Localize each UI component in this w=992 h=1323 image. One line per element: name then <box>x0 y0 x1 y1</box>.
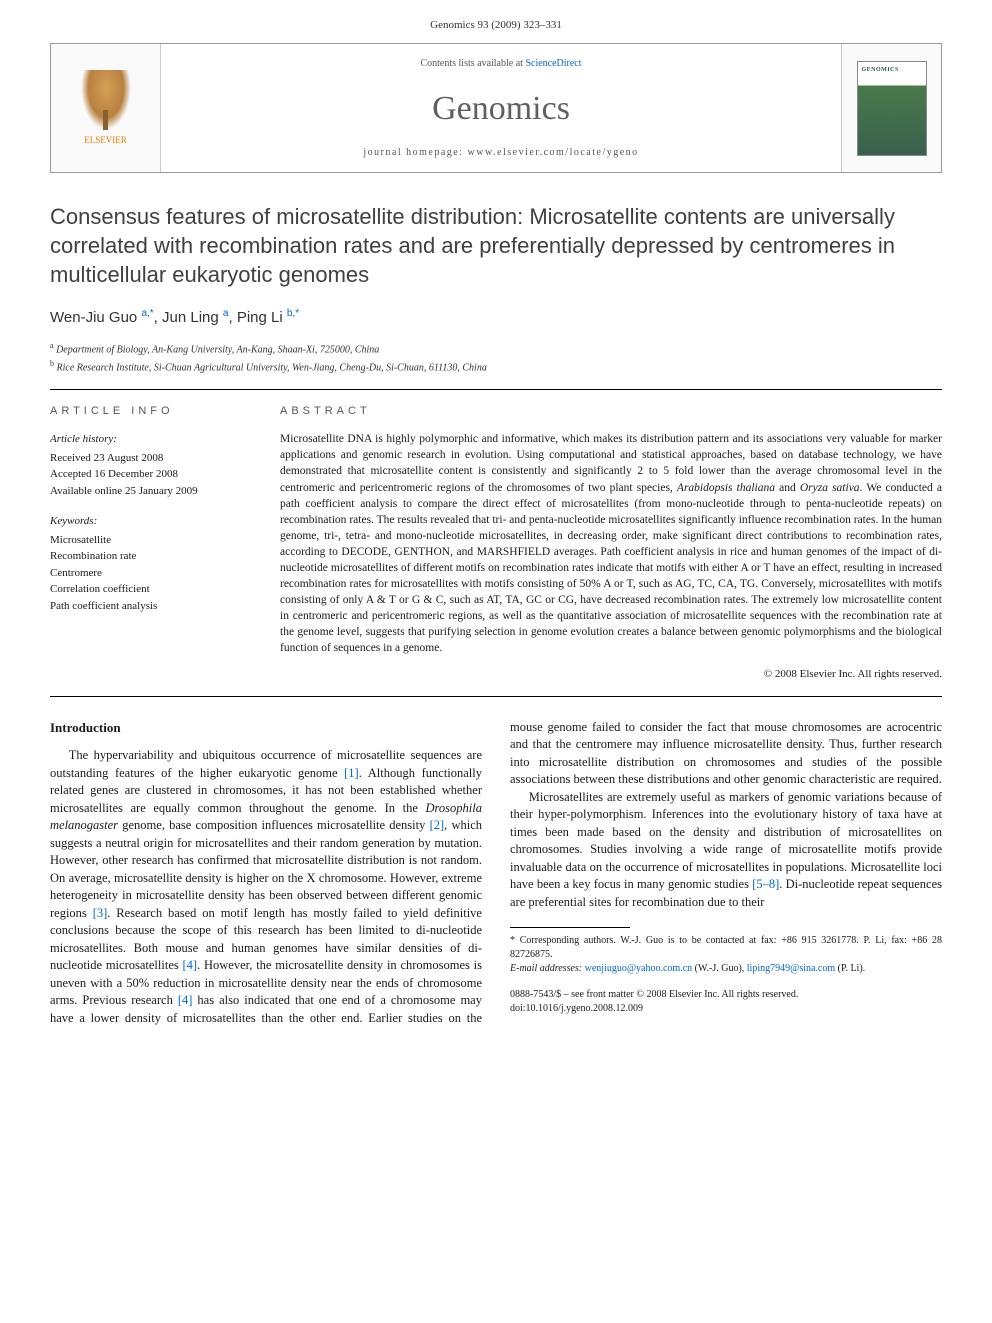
abstract-copyright: © 2008 Elsevier Inc. All rights reserved… <box>280 667 942 682</box>
sciencedirect-link[interactable]: ScienceDirect <box>525 58 581 69</box>
keywords-heading: Keywords: <box>50 513 250 530</box>
banner-center: Contents lists available at ScienceDirec… <box>161 44 841 172</box>
journal-banner: ELSEVIER Contents lists available at Sci… <box>50 43 942 173</box>
keyword: Centromere <box>50 565 250 582</box>
journal-name: Genomics <box>432 85 570 133</box>
email-line: E-mail addresses: wenjiuguo@yahoo.com.cn… <box>510 962 942 976</box>
article-info-column: ARTICLE INFO Article history: Received 2… <box>50 404 250 682</box>
author-3: Ping Li b,* <box>237 309 299 326</box>
homepage-line: journal homepage: www.elsevier.com/locat… <box>363 146 638 160</box>
affiliation-b: b Rice Research Institute, Si-Chuan Agri… <box>50 358 942 375</box>
abstract-text: Microsatellite DNA is highly polymorphic… <box>280 431 942 656</box>
homepage-label: journal homepage: <box>363 147 467 158</box>
abstract-label: ABSTRACT <box>280 404 942 419</box>
journal-cover-icon <box>857 61 927 156</box>
homepage-url: www.elsevier.com/locate/ygeno <box>468 147 639 158</box>
history-accepted: Accepted 16 December 2008 <box>50 466 250 483</box>
keyword: Path coefficient analysis <box>50 598 250 615</box>
ref-link-1[interactable]: [1] <box>344 766 359 780</box>
article-info-label: ARTICLE INFO <box>50 404 250 419</box>
ref-link-4b[interactable]: [4] <box>178 993 193 1007</box>
intro-para-2: Microsatellites are extremely useful as … <box>510 789 942 912</box>
author-1: Wen-Jiu Guo a,* <box>50 309 154 326</box>
availability-prefix: Contents lists available at <box>420 58 525 69</box>
article-title: Consensus features of microsatellite dis… <box>50 203 942 289</box>
keyword: Recombination rate <box>50 548 250 565</box>
front-matter-line: 0888-7543/$ – see front matter © 2008 El… <box>510 988 942 1002</box>
email-link-2[interactable]: liping7949@sina.com <box>747 963 835 974</box>
history-heading: Article history: <box>50 431 250 448</box>
ref-link-4[interactable]: [4] <box>183 958 198 972</box>
cover-thumb-box <box>841 44 941 172</box>
ref-link-3[interactable]: [3] <box>93 906 108 920</box>
ref-link-2[interactable]: [2] <box>430 818 445 832</box>
bottom-meta: 0888-7543/$ – see front matter © 2008 El… <box>510 988 942 1016</box>
running-header: Genomics 93 (2009) 323–331 <box>0 0 992 43</box>
intro-heading: Introduction <box>50 719 482 737</box>
email-link-1[interactable]: wenjiuguo@yahoo.com.cn <box>585 963 693 974</box>
affiliation-a: a Department of Biology, An-Kang Univers… <box>50 340 942 357</box>
history-received: Received 23 August 2008 <box>50 450 250 467</box>
footnote-separator <box>510 927 630 928</box>
history-online: Available online 25 January 2009 <box>50 483 250 500</box>
elsevier-logo: ELSEVIER <box>81 70 131 147</box>
corresponding-authors: * Corresponding authors. W.-J. Guo is to… <box>510 934 942 962</box>
article-history: Article history: Received 23 August 2008… <box>50 431 250 499</box>
abstract-column: ABSTRACT Microsatellite DNA is highly po… <box>280 404 942 682</box>
keyword: Microsatellite <box>50 532 250 549</box>
body-columns: Introduction The hypervariability and ub… <box>50 719 942 1027</box>
elsevier-tree-icon <box>81 70 131 130</box>
divider-top <box>50 389 942 390</box>
publisher-name: ELSEVIER <box>84 134 127 147</box>
doi-line: doi:10.1016/j.ygeno.2008.12.009 <box>510 1002 942 1016</box>
keywords-block: Keywords: Microsatellite Recombination r… <box>50 513 250 614</box>
publisher-logo-box: ELSEVIER <box>51 44 161 172</box>
divider-bottom <box>50 696 942 697</box>
ref-link-5-8[interactable]: [5–8] <box>752 877 779 891</box>
authors-line: Wen-Jiu Guo a,*, Jun Ling a, Ping Li b,* <box>50 307 942 328</box>
author-2: Jun Ling a <box>162 309 228 326</box>
footnotes: * Corresponding authors. W.-J. Guo is to… <box>510 934 942 976</box>
availability-line: Contents lists available at ScienceDirec… <box>420 57 581 71</box>
keyword: Correlation coefficient <box>50 581 250 598</box>
affiliations: a Department of Biology, An-Kang Univers… <box>50 340 942 375</box>
